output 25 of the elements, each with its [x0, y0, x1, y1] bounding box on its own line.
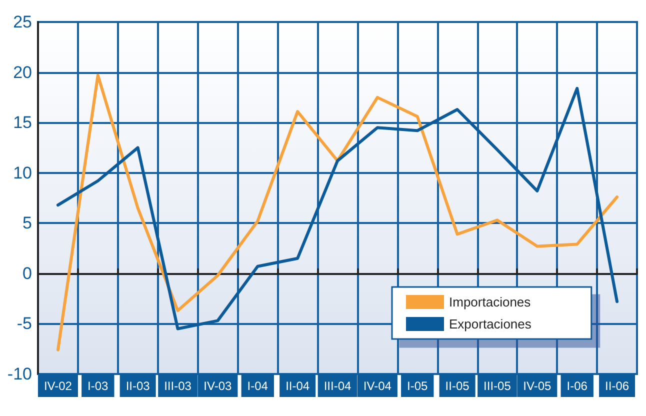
legend-label: Importaciones: [449, 294, 532, 310]
y-tick-label: 20: [13, 62, 32, 82]
x-tick-label: II-04: [286, 379, 310, 393]
x-tick-label: III-05: [484, 379, 512, 393]
y-tick-label: 5: [22, 214, 32, 233]
y-tick-label: -10: [7, 364, 32, 384]
x-tick-label: II-03: [126, 379, 150, 393]
x-tick-label: IV-02: [44, 379, 72, 393]
legend-label: Exportaciones: [449, 316, 532, 332]
x-tick-label: I-06: [566, 379, 588, 393]
y-tick-label: -5: [16, 314, 32, 334]
y-tick-label: 25: [13, 12, 32, 32]
y-tick-label: 0: [22, 264, 32, 283]
x-tick-label: II-05: [445, 379, 470, 393]
x-tick-label: I-03: [88, 379, 109, 393]
x-tick-label: III-04: [324, 379, 352, 393]
x-tick-label: IV-05: [523, 379, 552, 393]
y-tick-label: 10: [13, 163, 32, 182]
x-tick-label: IV-03: [204, 379, 232, 393]
x-tick-label: IV-04: [363, 379, 392, 393]
x-tick-label: I-05: [407, 379, 428, 393]
x-tick-label: II-06: [605, 379, 630, 393]
y-tick-label: 15: [13, 113, 32, 132]
x-tick-label: I-04: [247, 379, 268, 393]
x-tick-label: III-03: [164, 379, 192, 393]
